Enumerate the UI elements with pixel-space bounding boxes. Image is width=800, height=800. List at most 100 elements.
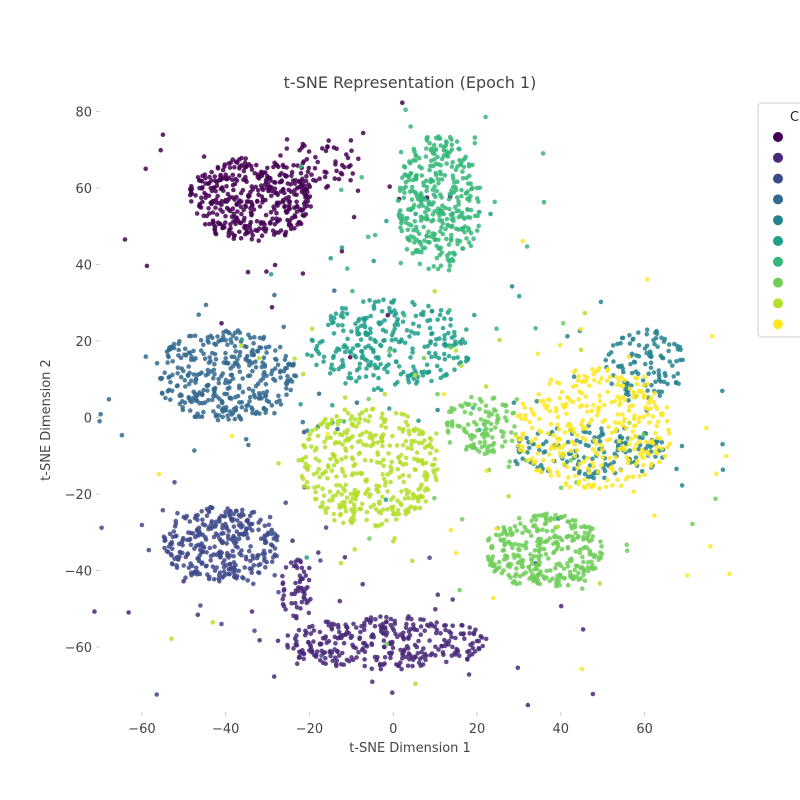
scatter-point	[251, 352, 257, 358]
scatter-point	[430, 178, 436, 184]
scatter-point	[533, 562, 539, 568]
scatter-point	[460, 176, 466, 181]
scatter-point	[583, 525, 588, 530]
scatter-point	[378, 614, 383, 619]
scatter-point	[634, 393, 640, 399]
scatter-point	[596, 380, 602, 385]
scatter-point	[492, 199, 498, 205]
scatter-point	[690, 521, 695, 527]
scatter-point	[195, 392, 201, 398]
scatter-point	[326, 322, 331, 328]
scatter-point	[490, 595, 496, 601]
scatter-point	[208, 553, 214, 559]
scatter-point	[435, 407, 440, 413]
scatter-point	[318, 558, 323, 563]
scatter-point	[175, 510, 180, 516]
scatter-point	[182, 346, 188, 352]
scatter-point	[334, 413, 340, 419]
scatter-point	[575, 465, 580, 471]
scatter-point	[448, 212, 454, 217]
scatter-point	[335, 622, 341, 628]
scatter-point	[438, 171, 444, 177]
scatter-point	[418, 312, 424, 317]
scatter-point	[338, 170, 344, 176]
scatter-point	[300, 371, 306, 377]
scatter-point	[318, 504, 323, 510]
legend-marker	[773, 236, 783, 246]
scatter-point	[583, 485, 588, 491]
x-tick-label: −60	[128, 722, 155, 737]
scatter-point	[336, 366, 341, 372]
scatter-point	[421, 646, 426, 651]
scatter-point	[245, 402, 251, 408]
scatter-point	[245, 535, 251, 541]
scatter-point	[489, 411, 495, 417]
scatter-point	[661, 339, 667, 344]
scatter-point	[368, 336, 373, 341]
scatter-point	[503, 402, 508, 408]
legend-title: C	[790, 110, 799, 125]
scatter-point	[242, 565, 247, 570]
scatter-point	[331, 319, 336, 325]
scatter-point	[652, 390, 657, 396]
scatter-point	[496, 559, 502, 565]
scatter-point	[247, 222, 252, 228]
scatter-point	[548, 421, 554, 427]
legend-marker	[773, 215, 783, 226]
scatter-point	[642, 374, 647, 380]
scatter-point	[409, 442, 414, 447]
scatter-point	[354, 625, 359, 630]
scatter-point	[605, 478, 610, 483]
scatter-point	[393, 517, 399, 522]
scatter-point	[424, 188, 429, 194]
scatter-point	[677, 357, 683, 363]
scatter-point	[382, 419, 387, 425]
scatter-point	[674, 359, 679, 364]
scatter-point	[280, 573, 285, 579]
scatter-point	[325, 475, 330, 481]
scatter-point	[305, 352, 310, 357]
scatter-point	[579, 524, 584, 530]
scatter-point	[443, 623, 449, 628]
scatter-point	[622, 378, 627, 383]
scatter-point	[300, 456, 306, 462]
scatter-point	[302, 596, 308, 602]
scatter-point	[323, 148, 329, 154]
scatter-point	[215, 166, 221, 171]
scatter-point	[338, 418, 344, 424]
scatter-point	[427, 325, 433, 331]
scatter-point	[573, 530, 578, 536]
scatter-point	[312, 485, 317, 490]
scatter-point	[358, 439, 363, 444]
scatter-point	[183, 575, 188, 580]
scatter-point	[215, 334, 220, 339]
scatter-point	[302, 483, 307, 489]
scatter-point	[406, 509, 411, 515]
y-tick-label: −20	[65, 488, 92, 503]
legend: C	[757, 102, 800, 338]
scatter-point	[351, 621, 356, 627]
scatter-point	[619, 435, 625, 441]
scatter-point	[175, 557, 181, 562]
scatter-point	[278, 375, 283, 380]
scatter-point	[665, 444, 670, 450]
scatter-point	[174, 533, 179, 539]
scatter-point	[227, 227, 232, 233]
scatter-point	[590, 534, 596, 539]
y-tick-label: 80	[75, 105, 92, 120]
scatter-point	[440, 650, 446, 655]
scatter-point	[266, 399, 272, 405]
scatter-point	[399, 502, 404, 508]
scatter-point	[444, 372, 449, 377]
scatter-point	[388, 310, 394, 315]
scatter-point	[394, 359, 399, 365]
scatter-point	[567, 421, 572, 427]
scatter-point	[328, 314, 334, 319]
scatter-point	[585, 474, 591, 480]
scatter-point	[243, 156, 248, 161]
scatter-point	[272, 410, 277, 416]
scatter-point	[368, 504, 374, 510]
scatter-point	[196, 533, 202, 538]
scatter-point	[360, 431, 365, 436]
scatter-point	[631, 359, 637, 365]
